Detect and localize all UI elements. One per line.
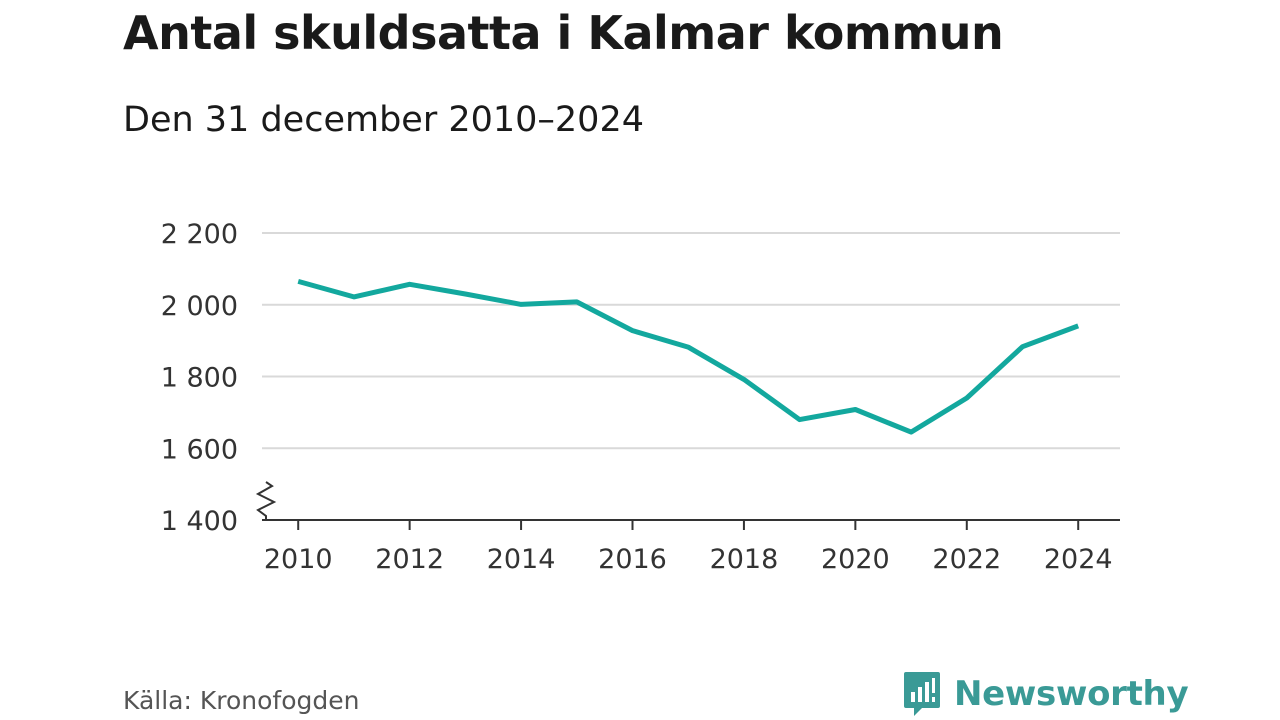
y-tick-label: 1 600 bbox=[161, 434, 238, 465]
x-tick-label: 2012 bbox=[375, 544, 444, 575]
x-tick-label: 2014 bbox=[487, 544, 556, 575]
y-tick-label: 1 400 bbox=[161, 506, 238, 537]
gridlines bbox=[262, 232, 1120, 450]
newsworthy-logo-icon bbox=[904, 672, 940, 716]
series bbox=[297, 278, 1080, 435]
x-tick-label: 2010 bbox=[264, 544, 333, 575]
x-tick-label: 2020 bbox=[821, 544, 890, 575]
y-tick-label: 2 200 bbox=[161, 219, 238, 250]
brand-name: Newsworthy bbox=[954, 674, 1189, 714]
x-tick-label: 2016 bbox=[598, 544, 667, 575]
y-tick-label: 2 000 bbox=[161, 291, 238, 322]
axes bbox=[255, 481, 1120, 530]
series-line bbox=[297, 278, 1080, 435]
source-note: Källa: Kronofogden bbox=[123, 686, 360, 715]
brand-logo: Newsworthy bbox=[902, 670, 1189, 718]
tick-labels: 1 400 1 600 1 800 2 000 2 200 2010 2012 2014 201… bbox=[161, 219, 1113, 575]
y-tick-label: 1 800 bbox=[161, 363, 238, 394]
x-tick-label: 2024 bbox=[1044, 544, 1113, 575]
axis-break-icon bbox=[255, 481, 277, 520]
x-tick-label: 2022 bbox=[932, 544, 1001, 575]
chart-title: Antal skuldsatta i Kalmar kommun bbox=[123, 6, 1004, 60]
chart-subtitle: Den 31 december 2010–2024 bbox=[123, 100, 644, 140]
x-tick-label: 2018 bbox=[710, 544, 779, 575]
